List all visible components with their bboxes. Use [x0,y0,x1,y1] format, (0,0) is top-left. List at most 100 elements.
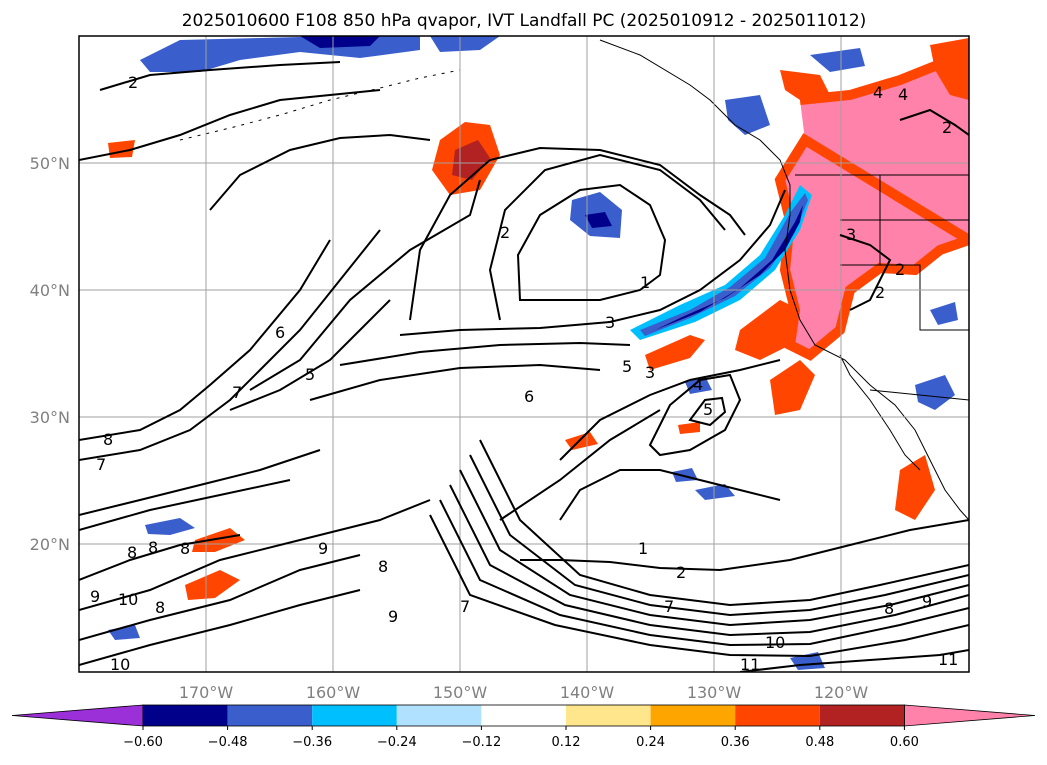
colorbar-swatch [312,705,397,726]
positive-anomaly-band-south [735,300,800,360]
negative-anomaly-ar-band [630,185,812,340]
contour-label: 8 [378,557,388,576]
contour-1-outer [488,153,726,321]
contour-8-south [79,534,241,581]
colorbar-tick-label: −0.60 [123,735,163,750]
contour-7 [79,229,381,461]
contour-5b [229,299,391,411]
contour-label: 1 [640,273,650,292]
contour-sub-2 [499,409,661,521]
negative-anomaly-alaska [725,95,770,135]
contour-label: 2 [875,283,885,302]
contour-label: 2 [676,563,686,582]
colorbar-tick-label: −0.36 [292,735,332,750]
filled-contours [108,36,969,670]
contour-label: 2 [500,223,510,242]
colorbar: −0.60 −0.48 −0.36 −0.24 −0.12 0.12 0.24 0.36 0.4… [11,704,1036,750]
contour-sub-1 [559,359,781,461]
negative-anomaly-gulf-core [585,212,612,228]
contour-band-b [469,454,969,617]
contour-label: 7 [460,597,470,616]
contour-label: 10 [118,590,138,609]
lon-label: 140°W [560,683,615,702]
negative-anomaly-north-edge2 [430,36,500,52]
us-mexico-border [869,389,969,401]
negative-anomaly-sub1 [695,484,735,500]
contour-label: 7 [96,455,106,474]
contour-label: 4 [693,375,703,394]
contour-label: 9 [388,607,398,626]
positive-anomaly-north [780,70,830,100]
contour-9 [79,554,361,641]
contour-label: 9 [318,539,328,558]
contour-label: 2 [942,118,952,137]
contour-4-loop [648,373,742,457]
positive-anomaly-region [780,50,969,355]
contour-label: 4 [898,85,908,104]
colorbar-swatch [735,705,820,726]
colorbar-extend-low [11,704,144,727]
contour-label: 9 [90,587,100,606]
contour-label: 10 [110,655,130,674]
contour-8 [79,239,331,441]
contour-label: 1 [638,539,648,558]
contour-2 [409,146,746,321]
positive-anomaly-band-coast [770,360,815,415]
contour-label: 3 [605,313,615,332]
colorbar-tick-label: 0.48 [805,735,834,750]
longitude-labels: 170°W 160°W 150°W 140°W 130°W 120°W [179,683,869,702]
contour-7-south [79,499,431,611]
colorbar-tick-label: −0.24 [377,735,417,750]
colorbar-tick-label: 0.60 [890,735,919,750]
contour-loop-pacific [209,133,431,211]
contour-label: 4 [873,83,883,102]
contour-label: 5 [305,365,315,384]
contour-band-a [479,439,969,607]
contour-label: 8 [884,599,894,618]
contour-label: 3 [645,363,655,382]
contour-label: 8 [127,543,137,562]
negative-anomaly-mexico [915,375,955,410]
contour-top [99,61,341,91]
colorbar-swatch [143,705,228,726]
contour-label: 2 [895,260,905,279]
negative-anomaly-north-edge-core [300,36,380,48]
latitude-labels: 50°N 40°N 30°N 20°N [30,154,70,554]
gridlines [79,36,969,672]
contour-5 [339,341,631,366]
colorbar-swatch [396,705,482,726]
colorbar-tick-label: 0.36 [721,735,750,750]
contour-label: 5 [703,400,713,419]
positive-anomaly-north2 [930,38,969,100]
contour-label: 5 [622,357,632,376]
lat-label: 40°N [30,281,70,300]
map-frame [78,35,970,673]
colorbar-swatch [650,705,736,726]
negative-anomaly-west-a [145,518,195,535]
colorbar-extend-high [904,704,1036,727]
colorbar-swatch [566,705,651,726]
contour-label: 7 [232,383,242,402]
positive-anomaly-front [645,335,705,370]
colorbar-tick-label: −0.12 [461,735,501,750]
contour-label: 11 [740,655,760,674]
contour-band-d [449,484,969,637]
positive-anomaly-small2 [678,422,700,434]
lon-label: 120°W [814,683,869,702]
contour-1-south [559,469,781,521]
lon-label: 170°W [179,683,234,702]
map-panel: 2 2 1 3 5 3 4 5 6 6 5 7 8 7 8 8 8 9 8 9 [78,35,970,674]
colorbar-swatch [227,705,313,726]
contour-label: 6 [524,387,534,406]
contour-label: 10 [765,633,785,652]
contour-6 [249,179,481,391]
contour-label: 3 [846,225,856,244]
contour-11 [739,649,969,672]
contour-label: 2 [128,73,138,92]
lat-label: 50°N [30,154,70,173]
positive-anomaly-west2 [185,570,240,600]
contour-label: 7 [664,597,674,616]
contour-2-south [520,519,969,572]
contour-label: 8 [148,538,158,557]
